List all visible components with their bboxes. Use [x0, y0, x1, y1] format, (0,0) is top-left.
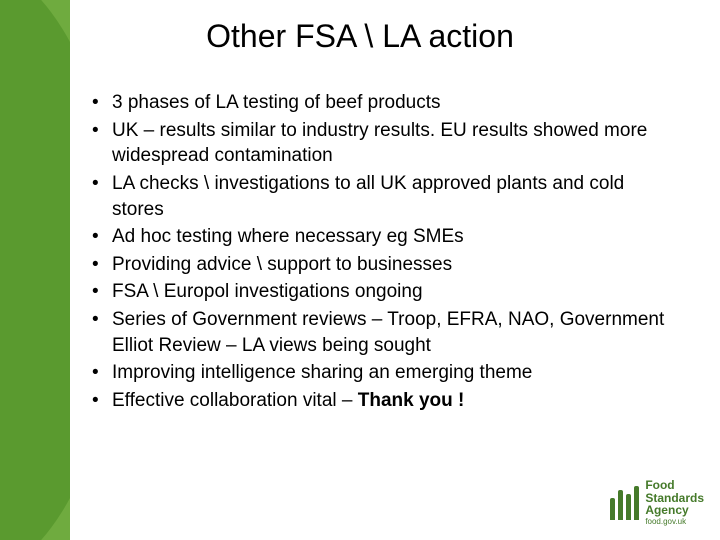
slide: Other FSA \ LA action 3 phases of LA tes…: [0, 0, 720, 540]
bold-suffix: Thank you !: [358, 390, 465, 411]
logo-bar: [634, 486, 639, 520]
bullet-item: LA checks \ investigations to all UK app…: [90, 171, 680, 222]
logo-line3: Agency: [645, 504, 704, 517]
bullet-item: Effective collaboration vital – Thank yo…: [90, 388, 680, 414]
slide-title: Other FSA \ LA action: [0, 18, 720, 55]
fsa-logo: Food Standards Agency food.gov.uk: [610, 479, 704, 526]
logo-line1: Food: [645, 479, 704, 492]
sidebar-decoration: [0, 0, 70, 540]
bullet-item: Improving intelligence sharing an emergi…: [90, 360, 680, 386]
logo-text-block: Food Standards Agency food.gov.uk: [645, 479, 704, 526]
bullet-item: 3 phases of LA testing of beef products: [90, 90, 680, 116]
logo-bar: [626, 494, 631, 520]
logo-url: food.gov.uk: [645, 517, 704, 526]
bullet-item: Providing advice \ support to businesses: [90, 252, 680, 278]
bullet-list: 3 phases of LA testing of beef productsU…: [90, 90, 680, 416]
logo-bar: [610, 498, 615, 520]
bullet-item: UK – results similar to industry results…: [90, 118, 680, 169]
bullet-item: FSA \ Europol investigations ongoing: [90, 279, 680, 305]
bullet-item: Ad hoc testing where necessary eg SMEs: [90, 224, 680, 250]
logo-bars-icon: [610, 486, 639, 520]
leaf-shape: [0, 0, 70, 540]
bullet-item: Series of Government reviews – Troop, EF…: [90, 307, 680, 358]
logo-bar: [618, 490, 623, 520]
